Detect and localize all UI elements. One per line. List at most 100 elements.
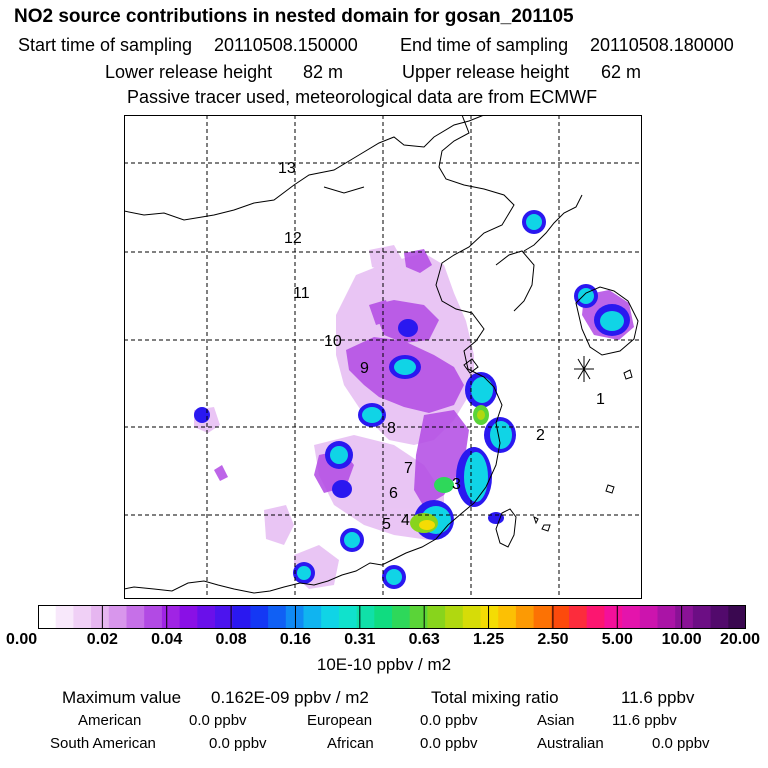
colorbar-cell bbox=[161, 605, 181, 629]
trajectory-label-1: 1 bbox=[596, 391, 605, 408]
colorbar-cell bbox=[144, 605, 163, 629]
region-american-value: 0.0 ppbv bbox=[189, 712, 247, 729]
region-american-label: American bbox=[78, 712, 142, 729]
colorbar-cell bbox=[604, 605, 623, 629]
trajectory-label-5: 5 bbox=[382, 516, 391, 533]
region-african-value: 0.0 ppbv bbox=[420, 735, 478, 752]
colorbar-cell bbox=[728, 605, 746, 629]
trajectory-label-13: 13 bbox=[278, 160, 296, 177]
colorbar-cell bbox=[622, 605, 641, 629]
trajectory-label-3: 3 bbox=[452, 476, 461, 493]
colorbar-cell bbox=[55, 605, 74, 629]
end-time-value: 20110508.180000 bbox=[590, 35, 734, 55]
colorbar-frame bbox=[38, 605, 746, 629]
region-asian-label: Asian bbox=[537, 712, 575, 729]
colorbar-tick-label: 0.08 bbox=[215, 631, 247, 648]
graticule bbox=[124, 115, 642, 599]
colorbar-cell bbox=[73, 605, 92, 629]
colorbar-cell bbox=[356, 605, 375, 629]
colorbar-cell bbox=[533, 605, 552, 629]
colorbar-cell bbox=[657, 605, 676, 629]
colorbar-cell bbox=[232, 605, 251, 629]
total-mixing-label: Total mixing ratio bbox=[431, 688, 559, 707]
trajectory-label-2: 2 bbox=[536, 427, 545, 444]
region-australian-label: Australian bbox=[537, 735, 604, 752]
colorbar-tick-label: 1.25 bbox=[472, 631, 505, 648]
map-panel: 1 2 3 4 5 6 7 8 9 10 11 12 13 bbox=[124, 115, 642, 599]
trajectory-label-7: 7 bbox=[404, 460, 413, 477]
trajectory-label-6: 6 bbox=[389, 485, 398, 502]
colorbar-cell bbox=[91, 605, 110, 629]
colorbar-cell bbox=[268, 605, 287, 629]
colorbar-cell bbox=[338, 605, 358, 629]
colorbar-tick-label: 20.00 bbox=[719, 631, 760, 648]
colorbar-cell bbox=[392, 605, 411, 629]
colorbar bbox=[38, 605, 746, 629]
colorbar-cell bbox=[551, 605, 570, 629]
colorbar-cell bbox=[498, 605, 517, 629]
colorbar-tick-label: 2.50 bbox=[537, 631, 569, 648]
end-time-label: End time of sampling bbox=[400, 35, 569, 55]
colorbar-cell bbox=[675, 605, 694, 629]
map-title: NO2 source contributions in nested domai… bbox=[14, 6, 574, 27]
max-value-label: Maximum value bbox=[62, 688, 182, 707]
trajectory-label-11: 11 bbox=[293, 285, 310, 302]
colorbar-cell bbox=[569, 605, 588, 629]
colorbar-cell bbox=[515, 605, 535, 629]
colorbar-tick-label: 5.00 bbox=[601, 631, 633, 648]
total-mixing-value: 11.6 ppbv bbox=[621, 688, 695, 707]
colorbar-cell bbox=[692, 605, 712, 629]
colorbar-cell bbox=[409, 605, 428, 629]
colorbar-tick-label: 0.04 bbox=[151, 631, 183, 648]
colorbar-cell bbox=[586, 605, 605, 629]
region-south-american-value: 0.0 ppbv bbox=[209, 735, 267, 752]
colorbar-cell bbox=[321, 605, 340, 629]
coastlines bbox=[124, 115, 639, 594]
colorbar-cell bbox=[445, 605, 464, 629]
colorbar-cell bbox=[179, 605, 198, 629]
region-european-value: 0.0 ppbv bbox=[420, 712, 478, 729]
colorbar-tick-label: 0.00 bbox=[6, 631, 38, 648]
colorbar-cell bbox=[710, 605, 729, 629]
receptor-marker bbox=[574, 356, 594, 382]
colorbar-cell bbox=[108, 605, 128, 629]
region-asian-value: 11.6 ppbv bbox=[612, 712, 677, 729]
colorbar-cell bbox=[639, 605, 659, 629]
colorbar-tick-label: 0.63 bbox=[408, 631, 440, 648]
colorbar-cell bbox=[250, 605, 269, 629]
start-time-value: 20110508.150000 bbox=[214, 35, 358, 55]
trajectory-label-10: 10 bbox=[324, 333, 342, 350]
start-time-label: Start time of sampling bbox=[18, 35, 193, 55]
colorbar-tick-label: 0.16 bbox=[279, 631, 312, 648]
colorbar-cell bbox=[303, 605, 322, 629]
upper-height-label: Upper release height bbox=[402, 62, 570, 82]
colorbar-cell bbox=[462, 605, 482, 629]
colorbar-tick-label: 0.31 bbox=[344, 631, 376, 648]
colorbar-cell bbox=[215, 605, 234, 629]
upper-height-value: 62 m bbox=[601, 62, 642, 82]
map-frame bbox=[124, 115, 642, 599]
colorbar-cell bbox=[285, 605, 305, 629]
colorbar-cell bbox=[126, 605, 145, 629]
trajectory-label-4: 4 bbox=[401, 512, 410, 529]
lower-height-label: Lower release height bbox=[105, 62, 273, 82]
colorbar-cell bbox=[197, 605, 216, 629]
trajectory-label-9: 9 bbox=[360, 360, 369, 377]
trajectory-label-12: 12 bbox=[284, 230, 302, 247]
colorbar-unit: 10E-10 ppbv / m2 bbox=[316, 655, 452, 674]
region-australian-value: 0.0 ppbv bbox=[652, 735, 710, 752]
lower-height-value: 82 m bbox=[303, 62, 344, 82]
trajectory-label-8: 8 bbox=[387, 420, 396, 437]
colorbar-tick-label: 0.02 bbox=[86, 631, 118, 648]
colorbar-tick-label: 10.00 bbox=[661, 631, 702, 648]
region-south-american-label: South American bbox=[50, 735, 156, 752]
region-african-label: African bbox=[327, 735, 374, 752]
max-value: 0.162E-09 ppbv / m2 bbox=[211, 688, 369, 707]
concentration-field bbox=[194, 210, 634, 589]
colorbar-cell bbox=[427, 605, 446, 629]
colorbar-cell bbox=[480, 605, 499, 629]
colorbar-cell bbox=[374, 605, 393, 629]
tracer-note: Passive tracer used, meteorological data… bbox=[127, 87, 598, 107]
colorbar-cell bbox=[38, 605, 57, 629]
region-european-label: European bbox=[307, 712, 373, 729]
